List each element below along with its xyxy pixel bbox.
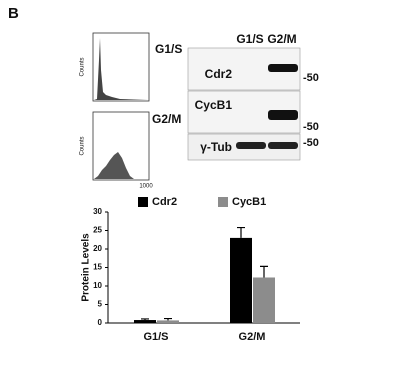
bar-chart: 0 5 10 15 20 25 30 Protein Levels G1/S G2/M Cdr2 Cy… <box>81 196 300 343</box>
flow-label: G1/S <box>155 42 182 56</box>
axis-label: Counts <box>80 57 86 76</box>
band <box>268 142 298 149</box>
bar <box>134 320 156 323</box>
legend-swatch <box>218 197 228 207</box>
error-bar <box>141 318 149 321</box>
legend-swatch <box>138 197 148 207</box>
flow-label: G2/M <box>152 112 181 126</box>
y-tick-label: 20 <box>93 244 102 253</box>
y-tick-label: 25 <box>93 226 102 235</box>
marker: -50 <box>303 121 319 133</box>
row-label: Cdr2 <box>205 67 233 81</box>
error-bar <box>164 317 172 321</box>
row-label: γ-Tub <box>200 140 232 154</box>
axis-label: Counts <box>80 136 86 155</box>
bar <box>157 320 179 323</box>
legend-label: Cdr2 <box>152 196 177 208</box>
bar <box>230 237 252 323</box>
x-tick-label: G2/M <box>239 331 266 343</box>
blot: G1/S G2/M Cdr2 CycB1 γ-Tub -50 -50 -50 <box>187 32 319 161</box>
flow-frame <box>92 111 150 181</box>
y-axis-label: Protein Levels <box>81 233 92 302</box>
x-tick-label: G1/S <box>143 331 168 343</box>
marker: -50 <box>303 137 319 149</box>
error-bar <box>237 226 245 238</box>
row-label: CycB1 <box>195 98 233 112</box>
histogram <box>94 152 134 179</box>
flow-frame <box>92 32 150 102</box>
tick-label: 1000 <box>139 184 153 190</box>
histogram <box>94 38 148 100</box>
flow-panel: Counts Counts 1000 G1/S G2/M <box>80 32 182 190</box>
band <box>236 142 266 149</box>
y-tick-label: 15 <box>93 263 102 272</box>
column-label: G1/S <box>236 32 263 46</box>
y-tick-label: 10 <box>93 281 102 290</box>
y-tick-label: 5 <box>98 300 103 309</box>
panel-label: B <box>8 5 19 22</box>
band <box>268 110 298 120</box>
legend-label: CycB1 <box>232 196 266 208</box>
error-bar <box>260 265 268 278</box>
bar <box>253 277 275 323</box>
band <box>268 64 298 72</box>
column-label: G2/M <box>267 32 296 46</box>
y-tick-label: 0 <box>98 318 103 327</box>
marker: -50 <box>303 72 319 84</box>
y-tick-label: 30 <box>93 207 102 216</box>
